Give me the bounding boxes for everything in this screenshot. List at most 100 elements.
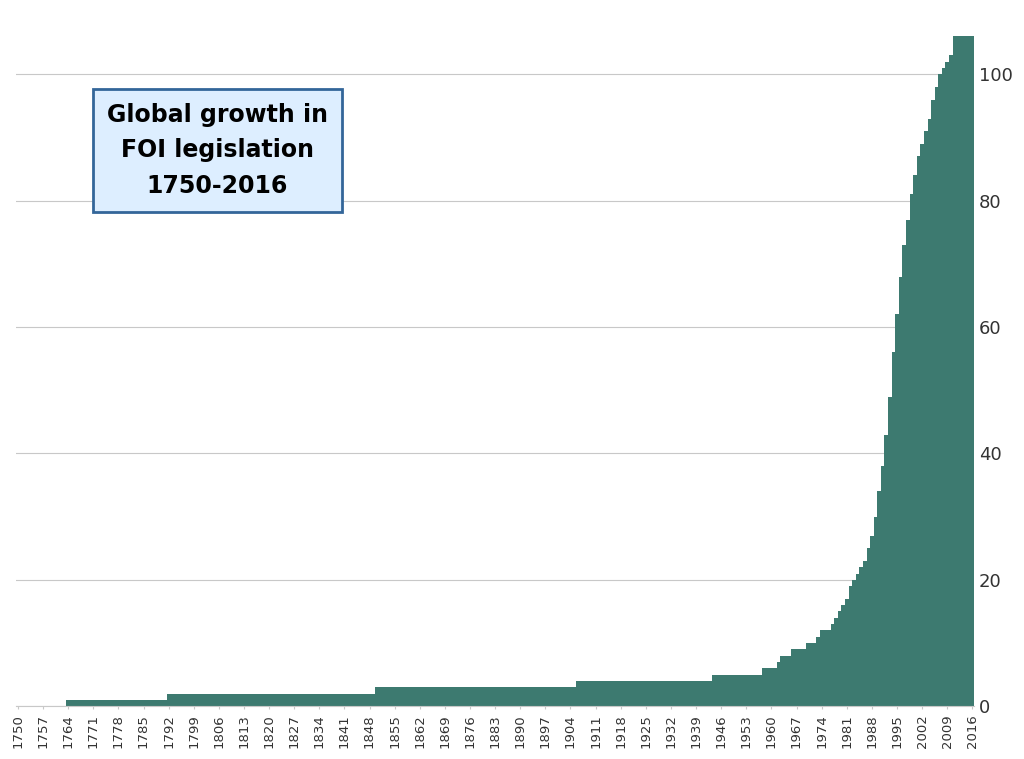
Bar: [878, 491, 881, 707]
Bar: [325, 694, 329, 707]
Bar: [418, 688, 422, 707]
Bar: [253, 694, 257, 707]
Bar: [547, 688, 551, 707]
Bar: [386, 688, 389, 707]
Bar: [372, 694, 375, 707]
Bar: [676, 681, 680, 707]
Bar: [286, 694, 289, 707]
Bar: [752, 675, 756, 707]
Bar: [443, 688, 446, 707]
Bar: [909, 194, 913, 707]
Bar: [81, 700, 84, 707]
Bar: [127, 700, 131, 707]
Bar: [680, 681, 683, 707]
Bar: [489, 688, 494, 707]
Bar: [110, 700, 113, 707]
Bar: [959, 36, 964, 707]
Bar: [508, 688, 511, 707]
Bar: [191, 694, 196, 707]
Bar: [475, 688, 479, 707]
Bar: [892, 352, 895, 707]
Bar: [271, 694, 274, 707]
Bar: [830, 624, 835, 707]
Bar: [432, 688, 436, 707]
Bar: [561, 688, 565, 707]
Bar: [400, 688, 403, 707]
Bar: [529, 688, 532, 707]
Bar: [250, 694, 253, 707]
Bar: [888, 397, 892, 707]
Bar: [698, 681, 701, 707]
Bar: [802, 650, 806, 707]
Bar: [332, 694, 336, 707]
Bar: [91, 700, 95, 707]
Bar: [666, 681, 669, 707]
Bar: [816, 637, 820, 707]
Bar: [465, 688, 468, 707]
Bar: [303, 694, 307, 707]
Bar: [174, 694, 177, 707]
Bar: [310, 694, 314, 707]
Bar: [597, 681, 601, 707]
Bar: [654, 681, 658, 707]
Bar: [234, 694, 239, 707]
Bar: [777, 662, 780, 707]
Bar: [307, 694, 310, 707]
Bar: [422, 688, 425, 707]
Bar: [70, 700, 74, 707]
Bar: [472, 688, 475, 707]
Bar: [451, 688, 454, 707]
Bar: [160, 700, 163, 707]
Bar: [626, 681, 630, 707]
Bar: [956, 36, 959, 707]
Bar: [446, 688, 451, 707]
Bar: [274, 694, 279, 707]
Bar: [314, 694, 317, 707]
Bar: [167, 694, 170, 707]
Bar: [637, 681, 640, 707]
Bar: [633, 681, 637, 707]
Bar: [231, 694, 234, 707]
Bar: [795, 650, 799, 707]
Bar: [156, 700, 160, 707]
Bar: [644, 681, 647, 707]
Bar: [153, 700, 156, 707]
Bar: [756, 675, 759, 707]
Bar: [145, 700, 148, 707]
Bar: [730, 675, 734, 707]
Bar: [105, 700, 110, 707]
Bar: [170, 694, 174, 707]
Bar: [515, 688, 518, 707]
Bar: [716, 675, 720, 707]
Bar: [583, 681, 587, 707]
Bar: [131, 700, 134, 707]
Bar: [67, 700, 70, 707]
Bar: [945, 61, 949, 707]
Bar: [799, 650, 802, 707]
Bar: [558, 688, 561, 707]
Bar: [856, 574, 859, 707]
Bar: [84, 700, 88, 707]
Bar: [838, 612, 842, 707]
Bar: [537, 688, 540, 707]
Bar: [806, 643, 809, 707]
Bar: [98, 700, 102, 707]
Bar: [691, 681, 694, 707]
Bar: [429, 688, 432, 707]
Bar: [618, 681, 623, 707]
Bar: [532, 688, 537, 707]
Bar: [458, 688, 461, 707]
Bar: [673, 681, 676, 707]
Bar: [177, 694, 181, 707]
Bar: [379, 688, 382, 707]
Bar: [615, 681, 618, 707]
Bar: [296, 694, 300, 707]
Bar: [916, 156, 921, 707]
Bar: [913, 175, 916, 707]
Bar: [257, 694, 260, 707]
Bar: [568, 688, 572, 707]
Bar: [289, 694, 293, 707]
Bar: [501, 688, 504, 707]
Bar: [522, 688, 525, 707]
Bar: [852, 580, 856, 707]
